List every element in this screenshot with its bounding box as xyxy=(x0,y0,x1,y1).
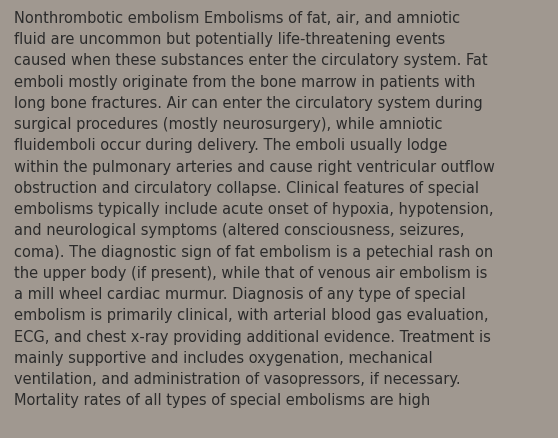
Text: Nonthrombotic embolism Embolisms of fat, air, and amniotic
fluid are uncommon bu: Nonthrombotic embolism Embolisms of fat,… xyxy=(14,11,495,407)
